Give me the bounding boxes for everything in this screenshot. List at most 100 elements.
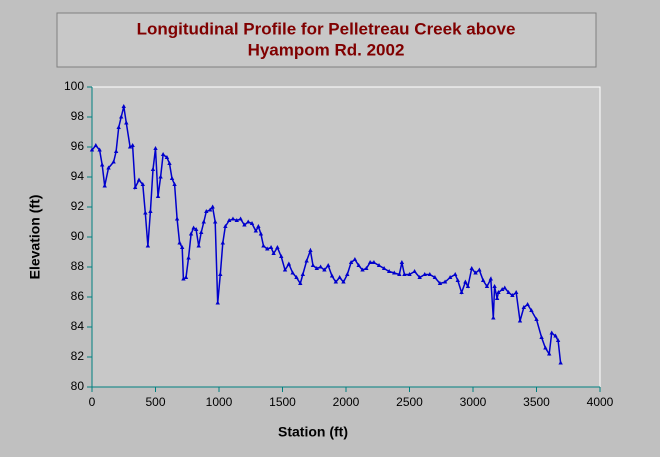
- point-marker: [155, 194, 161, 198]
- y-tick-label: 100: [64, 79, 84, 93]
- point-marker: [242, 222, 247, 227]
- point-marker: [555, 338, 561, 342]
- point-marker: [164, 155, 170, 159]
- point-marker: [212, 219, 218, 224]
- point-marker: [181, 276, 186, 281]
- point-marker: [492, 284, 497, 288]
- y-tick-label: 96: [71, 139, 85, 153]
- point-marker: [238, 216, 243, 221]
- point-marker: [399, 260, 405, 264]
- point-marker: [191, 225, 196, 230]
- point-marker: [172, 182, 177, 186]
- y-tick-label: 88: [71, 259, 85, 273]
- point-marker: [500, 287, 505, 291]
- point-marker: [322, 267, 327, 272]
- point-marker: [256, 224, 261, 228]
- point-marker: [160, 152, 166, 156]
- point-marker: [300, 272, 306, 276]
- point-marker: [179, 245, 185, 249]
- point-marker: [547, 351, 552, 356]
- y-tick-label: 90: [71, 229, 85, 243]
- point-marker: [506, 290, 511, 294]
- point-marker: [234, 218, 239, 222]
- point-marker: [402, 272, 407, 276]
- point-marker: [199, 230, 204, 234]
- point-marker: [143, 210, 148, 215]
- point-marker: [127, 144, 133, 149]
- point-marker: [183, 275, 189, 279]
- point-marker: [304, 258, 309, 263]
- point-marker: [480, 278, 486, 282]
- point-marker: [459, 290, 464, 294]
- point-marker: [477, 267, 482, 272]
- point-marker: [286, 261, 292, 266]
- point-marker: [521, 305, 526, 309]
- y-tick-label: 86: [71, 289, 85, 303]
- point-marker: [558, 360, 563, 365]
- point-marker: [364, 266, 369, 270]
- point-marker: [310, 263, 316, 267]
- point-marker: [186, 255, 191, 260]
- point-marker: [220, 240, 226, 245]
- point-marker: [97, 147, 102, 152]
- point-marker: [314, 266, 319, 270]
- point-marker: [169, 176, 175, 180]
- point-marker: [510, 293, 515, 297]
- y-axis-title: Elevation (ft): [27, 195, 43, 280]
- point-marker: [397, 272, 402, 276]
- x-tick-label: 1500: [269, 395, 296, 409]
- point-marker: [140, 182, 145, 186]
- point-marker: [326, 263, 331, 267]
- point-marker: [201, 219, 206, 224]
- point-marker: [167, 161, 172, 165]
- point-marker: [145, 243, 151, 248]
- point-marker: [308, 248, 313, 252]
- point-marker: [116, 125, 121, 129]
- x-tick-label: 2500: [396, 395, 423, 409]
- point-marker: [381, 266, 387, 270]
- point-marker: [341, 279, 346, 284]
- point-marker: [99, 162, 105, 167]
- point-marker: [496, 290, 501, 294]
- point-marker: [136, 177, 142, 182]
- point-marker: [188, 231, 194, 236]
- x-axis-title: Station (ft): [278, 424, 348, 440]
- point-marker: [223, 224, 228, 228]
- x-tick-label: 3500: [523, 395, 550, 409]
- x-tick-label: 1000: [206, 395, 233, 409]
- point-marker: [337, 275, 342, 279]
- point-marker: [386, 269, 392, 273]
- point-marker: [279, 254, 284, 258]
- point-marker: [525, 302, 530, 306]
- point-marker: [265, 246, 270, 251]
- point-marker: [367, 260, 373, 264]
- point-marker: [174, 216, 180, 221]
- point-marker: [455, 278, 460, 282]
- y-tick-label: 98: [71, 109, 85, 123]
- point-marker: [318, 264, 323, 269]
- x-tick-label: 0: [89, 395, 96, 409]
- chart-title: Longitudinal Profile for Pelletreau Cree…: [137, 19, 516, 38]
- point-marker: [93, 143, 99, 147]
- point-marker: [529, 308, 534, 312]
- point-marker: [148, 209, 153, 213]
- point-marker: [102, 183, 107, 188]
- point-marker: [491, 315, 496, 320]
- point-marker: [290, 270, 295, 275]
- point-marker: [261, 243, 266, 248]
- point-marker: [513, 290, 519, 294]
- point-marker: [215, 300, 220, 305]
- point-marker: [282, 267, 288, 272]
- point-marker: [442, 279, 448, 284]
- chart-title: Hyampom Rd. 2002: [248, 40, 405, 59]
- point-marker: [275, 245, 280, 249]
- point-marker: [447, 275, 453, 279]
- y-tick-label: 84: [71, 319, 85, 333]
- point-marker: [218, 272, 223, 276]
- point-marker: [106, 165, 111, 170]
- y-tick-label: 80: [71, 379, 85, 393]
- x-tick-label: 2000: [333, 395, 360, 409]
- point-marker: [473, 270, 478, 275]
- x-tick-label: 3000: [460, 395, 487, 409]
